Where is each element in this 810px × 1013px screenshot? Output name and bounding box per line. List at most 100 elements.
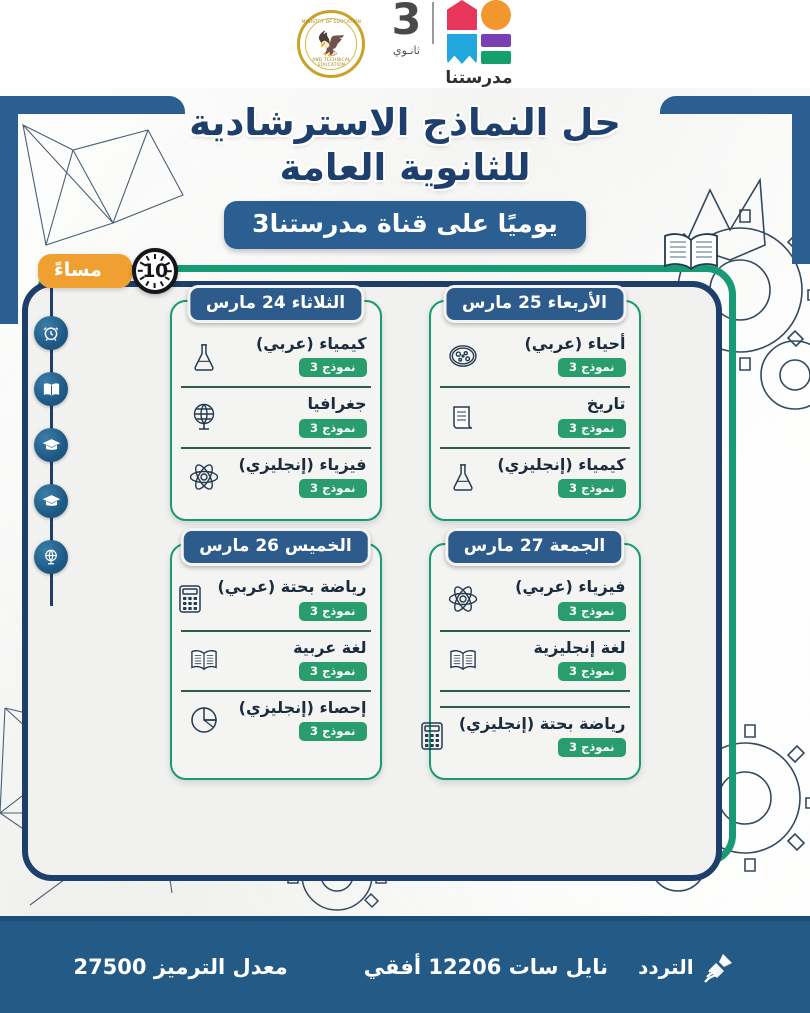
ribbon-bar-left — [0, 96, 185, 324]
card-day-label: الأربعاء 25 مارس — [443, 285, 626, 323]
atom-icon — [444, 585, 482, 613]
page-title-line2: للثانوية العامة — [279, 146, 531, 190]
clock-icon: 10 — [131, 248, 178, 294]
flask-icon — [444, 462, 482, 492]
calculator-icon — [171, 584, 209, 614]
subject-row: فيزياء (إنجليزي) نموذج 3 — [180, 446, 371, 507]
frequency-value: نايل سات 12206 أفقي — [363, 955, 609, 979]
open-book-icon — [34, 372, 68, 406]
card-wednesday-25: الأربعاء 25 مارس أحياء (عربي) نموذج 3 تا… — [428, 285, 641, 522]
subject-info: فيزياء (إنجليزي) نموذج 3 — [231, 454, 367, 499]
model-badge: نموذج 3 — [558, 661, 626, 681]
subject-info: رياضة بحتة (عربي) نموذج 3 — [217, 577, 367, 621]
subject-row: تاريخ نموذج 3 — [439, 386, 630, 446]
card-day-label: الخميس 26 مارس — [180, 528, 371, 567]
subject-row: أحياء (عربي) نموذج 3 — [440, 328, 630, 386]
subject-row: لغة عربية نموذج 3 — [180, 629, 371, 690]
model-badge: نموذج 3 — [299, 358, 367, 378]
subject-name: فيزياء (إنجليزي) — [238, 454, 367, 474]
clock-hour-text: 10 — [142, 260, 168, 282]
logo-block-purple — [480, 34, 511, 47]
alarm-clock-icon — [34, 316, 68, 350]
broadcast-time-badge: 10 مساءً — [38, 248, 178, 294]
subject-name: لغة عربية — [293, 637, 367, 657]
schedule-grid: الأربعاء 25 مارس أحياء (عربي) نموذج 3 تا… — [0, 285, 810, 781]
subject-info: كيمياء (عربي) نموذج 3 — [231, 334, 367, 378]
subject-name: كيمياء (عربي) — [255, 334, 367, 353]
time-period-label: مساءً — [38, 254, 132, 288]
model-badge: نموذج 3 — [558, 601, 626, 621]
symbol-rate-value: معدل الترميز 27500 — [73, 955, 288, 979]
logo-bar: مدرستنا 3 ثانـوي MINISTRY OF EDUCATION 🦅… — [0, 0, 810, 88]
ribbon-bar-right — [660, 96, 810, 264]
subject-row: فيزياء (عربي) نموذج 3 — [440, 571, 630, 629]
logo-grade-number: 3 — [391, 0, 422, 45]
footer-top-strip — [0, 916, 810, 921]
frequency-label: التردد — [638, 955, 694, 979]
pie-chart-icon — [185, 706, 223, 734]
ministry-seal-bottom-text: AND TECHNICAL EDUCATION — [312, 58, 351, 68]
subject-name: كيمياء (إنجليزي) — [497, 454, 626, 474]
subject-row: كيمياء (عربي) نموذج 3 — [181, 328, 371, 386]
subject-row: لغة إنجليزية نموذج 3 — [439, 629, 630, 690]
card-day-label: الثلاثاء 24 مارس — [186, 285, 365, 323]
logo-grade: 3 ثانـوي — [391, 0, 421, 57]
subject-name: رياضة بحتة (عربي) — [217, 577, 367, 597]
ministry-seal: MINISTRY OF EDUCATION 🦅 AND TECHNICAL ED… — [297, 10, 366, 78]
subject-name: فيزياء (عربي) — [515, 577, 626, 597]
subject-row: رياضة بحتة (إنجليزي) نموذج 3 — [421, 705, 630, 766]
ministry-seal-top-text: MINISTRY OF EDUCATION — [301, 20, 362, 25]
scroll-icon — [444, 403, 482, 431]
subject-row: كيمياء (إنجليزي) نموذج 3 — [439, 446, 630, 507]
model-badge: نموذج 3 — [299, 601, 367, 621]
satellite-dish-icon — [703, 954, 732, 983]
subject-row: رياضة بحتة (عربي) نموذج 3 — [179, 571, 371, 629]
subject-row: جغرافيا نموذج 3 — [180, 386, 371, 446]
calculator-icon — [413, 721, 451, 751]
side-icon-rail — [34, 276, 68, 606]
subject-row: إحصاء (إنجليزي) نموذج 3 — [180, 689, 371, 750]
logo-block-house — [446, 0, 477, 30]
card-friday-27: الجمعة 27 مارس فيزياء (عربي) نموذج 3 — [421, 528, 641, 781]
card-day-label: الجمعة 27 مارس — [444, 528, 625, 567]
subject-row-empty — [439, 689, 630, 706]
model-badge: نموذج 3 — [558, 358, 626, 378]
logo-grade-word: ثانـوي — [392, 43, 420, 57]
footer-bar: التردد نايل سات 12206 أفقي معدل الترميز … — [0, 921, 810, 1013]
subject-info: لغة إنجليزية نموذج 3 — [490, 637, 626, 681]
model-badge: نموذج 3 — [299, 479, 367, 499]
logo-block-circle — [480, 0, 511, 30]
flask-icon — [185, 342, 223, 371]
logo-channel-name: مدرستنا — [445, 68, 513, 88]
subject-info: رياضة بحتة (إنجليزي) نموذج 3 — [459, 714, 626, 758]
subject-info: أحياء (عربي) نموذج 3 — [490, 334, 626, 378]
subject-info: إحصاء (إنجليزي) نموذج 3 — [231, 697, 367, 742]
model-badge: نموذج 3 — [299, 418, 367, 438]
logo-color-blocks: مدرستنا — [445, 0, 513, 88]
model-badge: نموذج 3 — [299, 722, 367, 742]
subject-name: تاريخ — [586, 394, 626, 414]
madrasatna-logo: مدرستنا 3 ثانـوي — [391, 0, 513, 88]
cell-biology-icon — [444, 343, 482, 369]
logo-block-green — [480, 51, 511, 64]
open-book-icon — [185, 647, 223, 673]
model-badge: نموذج 3 — [558, 479, 626, 499]
page-title: حل النماذج الاسترشادية للثانوية العامة — [0, 100, 810, 190]
subject-name: جغرافيا — [307, 394, 367, 414]
model-badge: نموذج 3 — [299, 661, 367, 681]
subject-name: إحصاء (إنجليزي) — [238, 697, 367, 717]
graduation-cap-icon — [34, 428, 68, 462]
model-badge: نموذج 3 — [558, 738, 626, 758]
subject-info: فيزياء (عربي) نموذج 3 — [490, 577, 626, 621]
subject-info: تاريخ نموذج 3 — [490, 394, 626, 438]
logo-block-blue — [446, 34, 477, 64]
globe-stand-icon — [185, 402, 223, 432]
graduation-cap-icon — [34, 484, 68, 518]
eagle-emblem-icon: 🦅 — [316, 30, 347, 58]
model-badge: نموذج 3 — [558, 418, 626, 438]
card-thursday-26: الخميس 26 مارس رياضة بحتة (عربي) نموذج 3 — [169, 528, 382, 781]
globe-icon — [34, 540, 68, 574]
subject-name: لغة إنجليزية — [533, 637, 626, 657]
subject-name: أحياء (عربي) — [524, 334, 626, 353]
